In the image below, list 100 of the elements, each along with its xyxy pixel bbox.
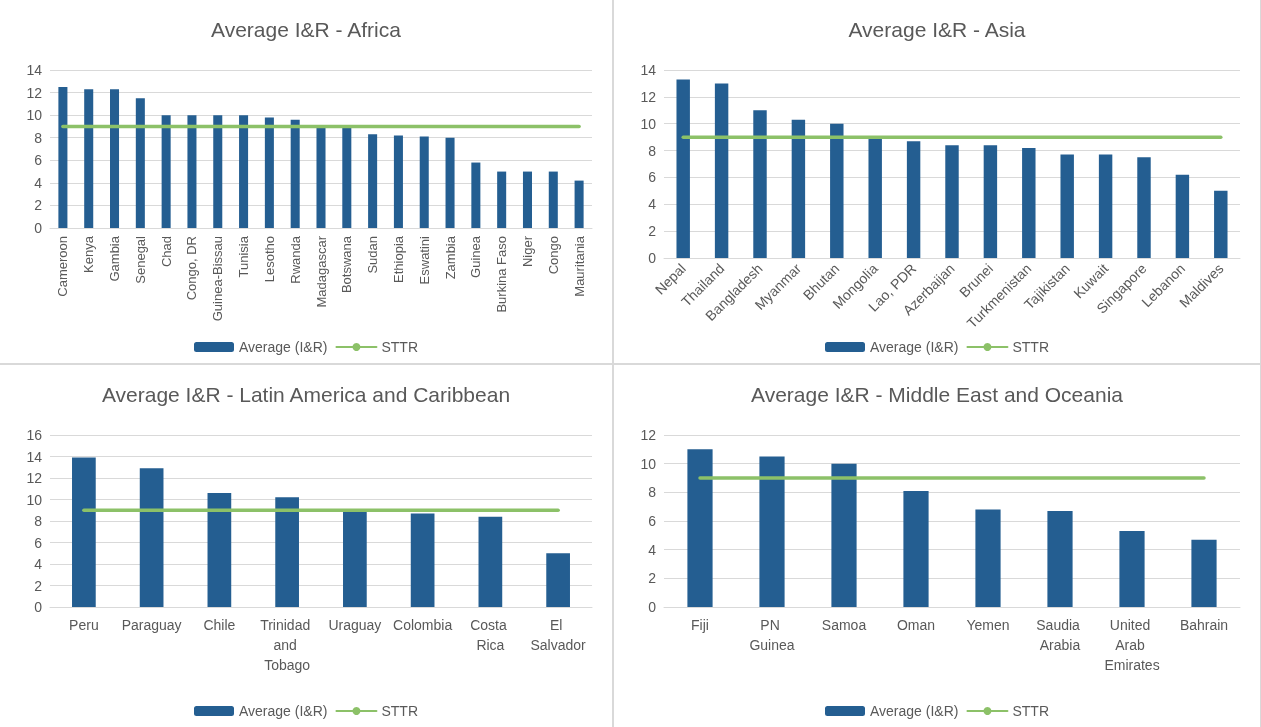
chart-title: Average I&R - Asia: [848, 18, 1026, 41]
x-tick-label: Peru: [69, 617, 99, 633]
y-tick-label: 8: [648, 142, 657, 159]
y-tick-label: 10: [640, 455, 657, 472]
bar: [1060, 154, 1074, 258]
y-tick-label: 6: [648, 169, 657, 186]
x-tick-label: Sudan: [365, 236, 381, 274]
bar: [868, 137, 882, 258]
x-tick-label: PN Guinea: [749, 617, 795, 653]
x-tick-label: Kenya: [81, 235, 97, 273]
bar: [1119, 531, 1145, 607]
bar: [906, 141, 921, 258]
bar: [831, 463, 857, 607]
bar: [676, 79, 690, 258]
legend-label: STTR: [381, 339, 419, 355]
bar: [975, 509, 1001, 607]
x-tick-label: Yemen: [966, 617, 1010, 633]
legend-label: Average (I&R): [239, 703, 328, 719]
bar: [419, 136, 429, 228]
bar: [548, 171, 558, 228]
bar: [478, 516, 503, 607]
bar: [213, 115, 223, 228]
y-tick-label: 2: [648, 223, 657, 240]
bar: [546, 553, 570, 607]
y-tick-label: 12: [640, 427, 657, 443]
x-tick-label: Chile: [203, 617, 236, 633]
x-tick-label: Madagascar: [313, 235, 329, 308]
x-tick-label: Tunisia: [236, 235, 252, 278]
legend-label: Average (I&R): [870, 703, 959, 719]
legend-label: Average (I&R): [239, 339, 328, 355]
x-tick-label: Zambia: [442, 235, 458, 280]
bar: [522, 171, 532, 228]
bar: [187, 115, 197, 228]
y-tick-label: 10: [26, 491, 43, 508]
y-tick-label: 4: [34, 556, 43, 572]
bar: [471, 162, 481, 228]
y-tick-label: 6: [34, 152, 43, 169]
x-tick-label: Cameroon: [55, 236, 71, 297]
y-tick-label: 8: [648, 484, 657, 501]
bar: [1175, 174, 1190, 258]
x-tick-label: Congo, DR: [184, 236, 200, 301]
bar: [58, 86, 68, 228]
bar: [1022, 147, 1036, 258]
bar: [139, 468, 164, 607]
y-tick-label: 4: [34, 174, 43, 191]
x-tick-label: Botswana: [339, 235, 355, 294]
bar: [72, 457, 96, 607]
bar: [574, 180, 584, 228]
x-tick-label: Saudia Arabia: [1036, 617, 1084, 653]
x-tick-label: United Arab Emirates: [1104, 617, 1160, 673]
y-tick-label: 8: [34, 513, 43, 529]
x-tick-label: Fiji: [691, 617, 709, 633]
y-tick-label: 12: [26, 84, 43, 101]
bar: [207, 493, 232, 607]
bar: [1214, 190, 1228, 258]
y-tick-label: 14: [26, 448, 43, 465]
bar: [1137, 157, 1151, 258]
bar: [445, 137, 455, 228]
y-tick-label: 16: [26, 427, 43, 443]
x-tick-label: Ethiopia: [390, 235, 406, 283]
bar: [753, 110, 767, 258]
x-tick-label: Costa Rica: [470, 617, 511, 653]
x-tick-label: Paraguay: [121, 617, 182, 633]
x-tick-label: Niger: [519, 235, 535, 268]
x-tick-label: Mauritania: [571, 235, 587, 297]
bar: [161, 115, 171, 228]
y-tick-label: 6: [648, 513, 657, 529]
bar: [759, 456, 785, 607]
bar: [393, 135, 403, 228]
bar: [275, 497, 299, 607]
y-tick-label: 10: [640, 115, 657, 132]
bar: [1191, 539, 1217, 607]
x-tick-label: Uraguay: [328, 617, 382, 633]
bar: [830, 123, 844, 258]
x-tick-label: Guinea: [468, 235, 484, 278]
bar: [945, 145, 959, 258]
x-tick-label: Congo: [545, 236, 561, 275]
x-tick-label: Rwanda: [287, 235, 303, 284]
y-tick-label: 2: [34, 577, 43, 594]
y-tick-label: 12: [640, 88, 657, 105]
chart-title: Average I&R - Africa: [211, 18, 402, 41]
x-tick-label: Oman: [896, 617, 936, 633]
y-tick-label: 12: [26, 470, 43, 486]
x-tick-label: Lesotho: [261, 236, 277, 283]
x-tick-label: Burkina Faso: [494, 236, 510, 313]
bar: [342, 127, 352, 228]
bar: [135, 98, 145, 228]
y-tick-label: 4: [648, 541, 657, 558]
x-tick-label: Chad: [158, 236, 174, 268]
bar: [714, 83, 729, 258]
y-tick-label: 8: [34, 129, 43, 146]
bar: [1047, 510, 1073, 607]
bar: [687, 449, 713, 607]
bar: [343, 511, 367, 607]
bar: [264, 117, 274, 228]
x-tick-label: Guinea-Bissau: [210, 236, 226, 322]
y-tick-label: 0: [34, 220, 43, 236]
legend-label: STTR: [1012, 339, 1050, 355]
bar: [368, 134, 378, 228]
x-tick-label: Colombia: [393, 617, 453, 633]
